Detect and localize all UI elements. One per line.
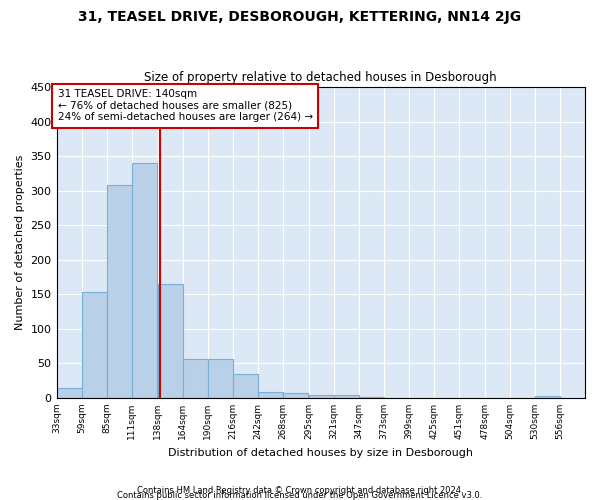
Bar — [535, 396, 560, 398]
Bar — [158, 284, 182, 398]
Bar — [208, 358, 233, 398]
Text: 31, TEASEL DRIVE, DESBOROUGH, KETTERING, NN14 2JG: 31, TEASEL DRIVE, DESBOROUGH, KETTERING,… — [79, 10, 521, 24]
Bar — [131, 163, 157, 398]
Text: Contains public sector information licensed under the Open Government Licence v3: Contains public sector information licen… — [118, 490, 482, 500]
Bar — [233, 374, 258, 398]
Bar — [107, 185, 131, 398]
Bar — [334, 395, 359, 398]
Bar — [283, 393, 308, 398]
Bar — [309, 395, 334, 398]
Text: Contains HM Land Registry data © Crown copyright and database right 2024.: Contains HM Land Registry data © Crown c… — [137, 486, 463, 495]
Bar — [258, 392, 283, 398]
Bar — [82, 292, 107, 398]
Bar — [182, 358, 208, 398]
Title: Size of property relative to detached houses in Desborough: Size of property relative to detached ho… — [145, 72, 497, 85]
X-axis label: Distribution of detached houses by size in Desborough: Distribution of detached houses by size … — [168, 448, 473, 458]
Bar — [56, 388, 82, 398]
Y-axis label: Number of detached properties: Number of detached properties — [15, 155, 25, 330]
Bar — [359, 396, 384, 398]
Text: 31 TEASEL DRIVE: 140sqm
← 76% of detached houses are smaller (825)
24% of semi-d: 31 TEASEL DRIVE: 140sqm ← 76% of detache… — [58, 89, 313, 122]
